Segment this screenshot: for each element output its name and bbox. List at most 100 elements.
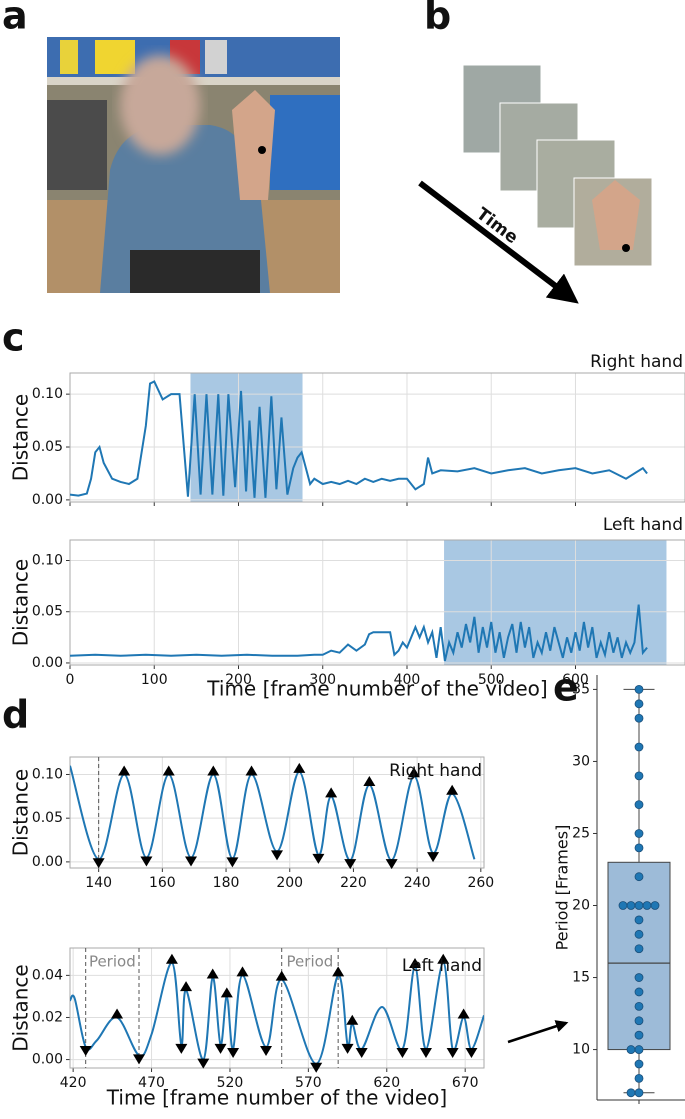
trough-marker	[185, 856, 198, 867]
trough-marker	[385, 859, 398, 870]
panel-label: e	[553, 666, 579, 710]
y-tick-label: 0.05	[32, 810, 63, 826]
y-tick-label: 20	[572, 898, 590, 914]
data-point	[634, 829, 644, 838]
trough-marker	[312, 853, 325, 864]
data-point	[626, 1045, 636, 1054]
y-tick-label: 0.04	[32, 967, 63, 983]
peak-marker	[236, 966, 249, 977]
chart-title: Right hand	[590, 352, 683, 372]
data-point	[634, 944, 644, 954]
data-point	[634, 699, 644, 709]
x-tick-label: 500	[478, 672, 505, 688]
data-point	[634, 742, 644, 752]
y-tick-label: 0.00	[32, 655, 63, 671]
peak-marker	[162, 765, 175, 776]
x-tick-label: 200	[225, 672, 252, 688]
data-point	[634, 901, 644, 910]
annotation: Period	[287, 953, 334, 971]
y-tick-label: 0.10	[32, 766, 63, 782]
chart-title: Left hand	[402, 956, 482, 976]
data-point	[634, 685, 644, 694]
peak-marker	[206, 968, 219, 979]
x-tick-label: 100	[141, 672, 168, 688]
y-tick-label: 35	[572, 681, 590, 697]
y-tick-label: 0.05	[32, 439, 63, 455]
trough-marker	[310, 1062, 323, 1073]
link-arrow	[507, 1020, 569, 1044]
trough-marker	[465, 1048, 478, 1059]
trough-marker	[419, 1048, 432, 1059]
data-point	[634, 973, 644, 982]
peak-marker	[207, 765, 220, 776]
y-tick-label: 25	[572, 825, 590, 841]
data-point	[634, 800, 644, 810]
x-tick-label: 200	[276, 875, 303, 891]
data-point	[642, 901, 652, 910]
data-line	[70, 961, 484, 1065]
data-point	[634, 1088, 644, 1098]
trough-marker	[227, 1048, 240, 1059]
y-axis-label: Distance	[9, 769, 33, 856]
trough-marker	[355, 1048, 368, 1059]
data-point	[650, 901, 660, 910]
trough-marker	[427, 852, 440, 863]
panel-label: c	[2, 316, 25, 360]
peak-marker	[346, 1014, 359, 1025]
peak-marker	[446, 784, 459, 795]
trough-marker	[260, 1045, 273, 1056]
x-tick-label: 600	[562, 672, 589, 688]
peak-marker	[407, 767, 420, 778]
chart-title: Left hand	[603, 515, 683, 535]
peak-marker	[437, 953, 450, 964]
x-tick-label: 400	[394, 672, 421, 688]
trough-marker	[140, 856, 153, 867]
x-tick-label: 420	[60, 1075, 87, 1091]
plot-frame	[69, 372, 685, 503]
y-axis-label: Distance	[9, 394, 33, 481]
trough-marker	[175, 1043, 188, 1054]
data-point	[626, 1088, 636, 1098]
data-line	[70, 604, 648, 662]
data-point	[634, 915, 644, 925]
trough-marker	[197, 1058, 210, 1069]
x-tick-label: 260	[467, 875, 494, 891]
x-tick-label: 470	[138, 1075, 165, 1091]
y-tick-label: 0.00	[32, 1052, 63, 1068]
x-tick-label: 620	[373, 1075, 400, 1091]
plot-frame	[69, 539, 685, 666]
plot-frame	[69, 947, 485, 1069]
y-axis-label: Period [Frames]	[553, 825, 572, 951]
panel-label: a	[2, 0, 28, 38]
y-axis-label: Distance	[9, 964, 33, 1051]
x-tick-label: 670	[452, 1075, 479, 1091]
peak-marker	[180, 981, 193, 992]
data-point	[634, 843, 644, 853]
y-tick-label: 10	[572, 1042, 590, 1058]
peak-marker	[325, 787, 338, 798]
data-point	[634, 771, 644, 781]
data-point	[634, 1045, 644, 1054]
data-line	[70, 380, 648, 498]
photo	[47, 37, 340, 293]
x-tick-label: 570	[295, 1075, 322, 1091]
data-point	[634, 929, 644, 939]
x-tick-label: 160	[149, 875, 176, 891]
data-point	[626, 901, 636, 910]
peak-marker	[293, 762, 306, 773]
x-axis-label: Time [frame number of the video]	[206, 677, 547, 701]
peak-marker	[220, 987, 233, 998]
y-axis-label: Distance	[9, 559, 33, 646]
y-tick-label: 0.00	[32, 492, 63, 508]
data-point	[634, 987, 644, 997]
peak-marker	[165, 953, 178, 964]
y-tick-label: 0.10	[32, 386, 63, 402]
peak-marker	[275, 970, 288, 981]
chart-title: Right hand	[389, 761, 482, 781]
data-point	[634, 1001, 644, 1011]
y-tick-label: 0.00	[32, 854, 63, 870]
trough-marker	[133, 1054, 145, 1065]
peak-marker	[363, 775, 376, 786]
